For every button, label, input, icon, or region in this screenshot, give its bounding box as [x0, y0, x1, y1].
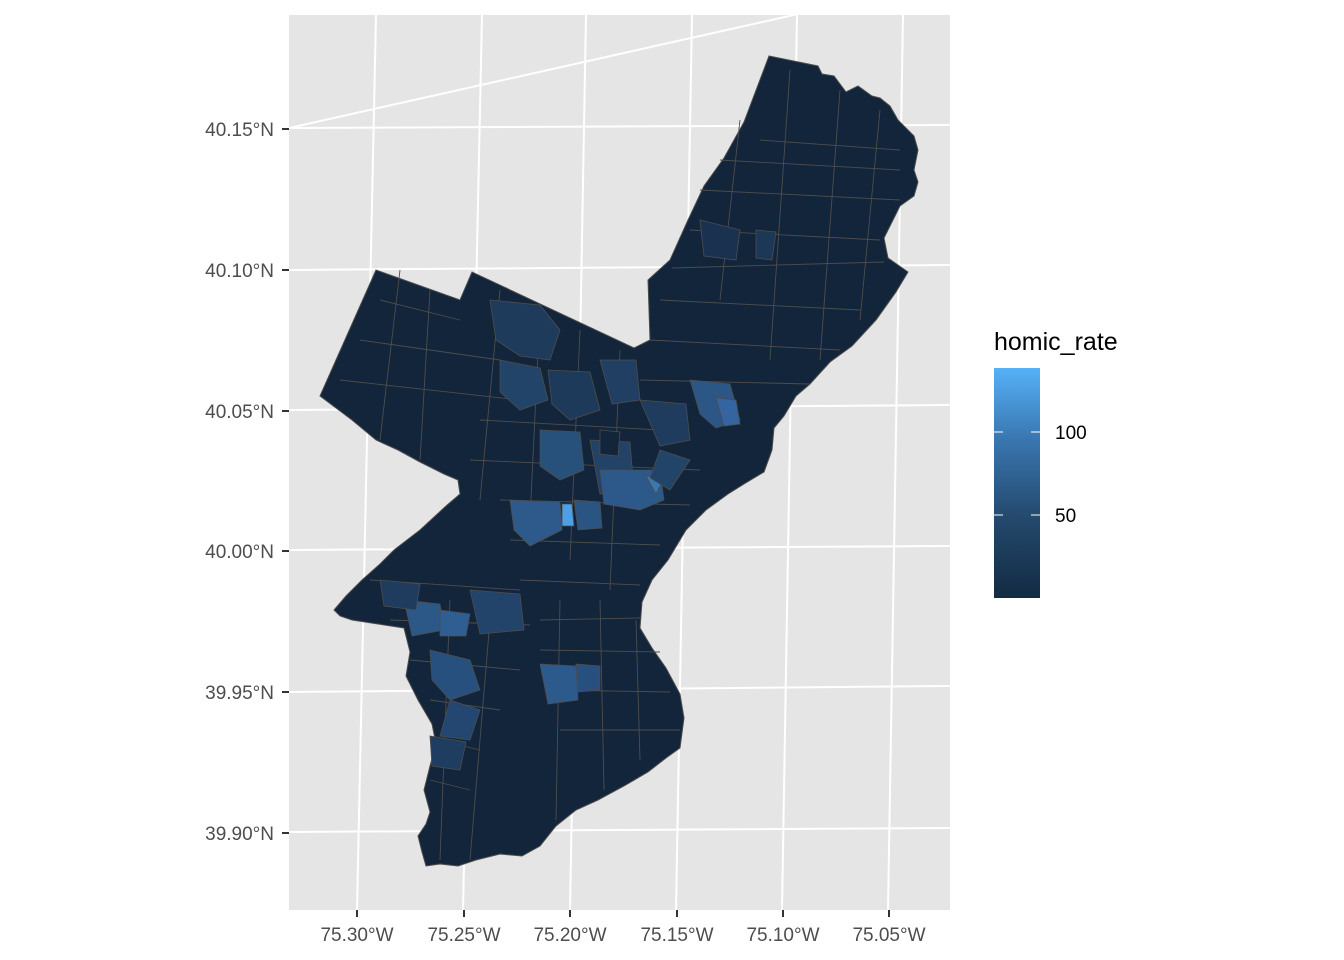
legend-title: homic_rate [994, 328, 1118, 356]
y-tick-label: 39.90°N [205, 824, 274, 845]
x-axis: 75.30°W 75.25°W 75.20°W 75.15°W 75.10°W … [320, 910, 926, 946]
legend-colorbar [994, 368, 1040, 598]
x-tick-label: 75.05°W [852, 925, 925, 946]
y-tick-label: 40.15°N [205, 120, 274, 141]
x-tick-label: 75.20°W [533, 925, 606, 946]
x-tick-label: 75.15°W [640, 925, 713, 946]
x-tick-label: 75.30°W [320, 925, 393, 946]
y-tick-label: 40.00°N [205, 542, 274, 563]
y-tick-label: 40.10°N [205, 261, 274, 282]
legend-label: 50 [1055, 506, 1076, 527]
legend-label: 100 [1055, 423, 1087, 444]
y-tick-label: 40.05°N [205, 402, 274, 423]
legend: homic_rate 100 50 [994, 328, 1118, 598]
city-map [319, 55, 919, 867]
lon-line-75-30 [356, 15, 377, 910]
y-tick-label: 39.95°N [205, 683, 274, 704]
x-tick-label: 75.25°W [427, 925, 500, 946]
x-tick-label: 75.10°W [746, 925, 819, 946]
lat-line-40-20 [289, 15, 799, 129]
high-rate-tracts [379, 219, 777, 771]
y-axis: 40.15°N 40.10°N 40.05°N 40.00°N 39.95°N … [205, 120, 289, 845]
lat-line-39-90 [289, 827, 950, 833]
